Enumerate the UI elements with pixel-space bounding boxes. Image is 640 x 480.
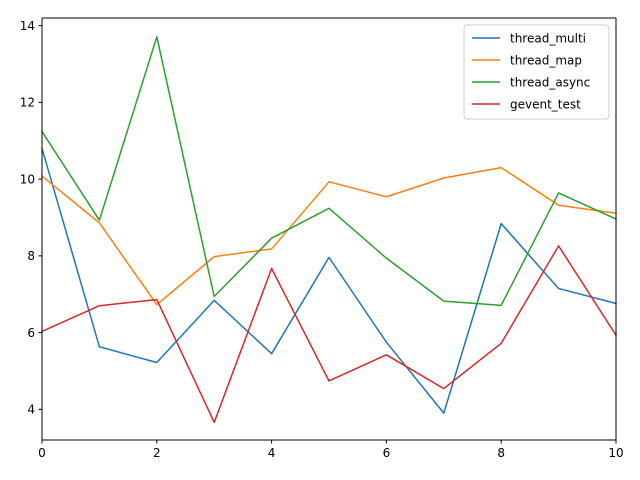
y-tick-label: 6 bbox=[27, 326, 35, 340]
x-tick-label: 0 bbox=[38, 446, 46, 460]
series-line-thread-map bbox=[40, 166, 617, 306]
y-tick-label: 14 bbox=[20, 19, 35, 33]
y-tick-label: 8 bbox=[27, 249, 35, 263]
x-tick-label: 4 bbox=[268, 446, 276, 460]
series-line-thread-async bbox=[40, 36, 617, 307]
series-layer bbox=[40, 36, 618, 424]
legend-label: thread_async bbox=[510, 75, 590, 89]
x-tick-label: 6 bbox=[383, 446, 391, 460]
legend-label: thread_map bbox=[510, 53, 582, 67]
series-line-thread-multi bbox=[41, 147, 617, 414]
y-tick-label: 4 bbox=[27, 403, 35, 417]
series-line-gevent-test bbox=[41, 245, 618, 424]
x-tick-label: 2 bbox=[153, 446, 161, 460]
y-axis: 4 6 8 10 12 14 bbox=[20, 19, 42, 417]
legend-label: thread_multi bbox=[510, 31, 586, 45]
x-tick-label: 8 bbox=[497, 446, 505, 460]
legend-label: gevent_test bbox=[510, 97, 581, 111]
legend: thread_multi thread_map thread_asyncgevent… bbox=[463, 24, 610, 120]
y-tick-label: 12 bbox=[20, 96, 35, 110]
axes-frame bbox=[41, 17, 617, 441]
legend-box bbox=[463, 24, 610, 120]
x-tick-label: 10 bbox=[608, 446, 623, 460]
x-axis: 0 2 4 6 8 10 bbox=[38, 440, 624, 460]
y-tick-label: 10 bbox=[20, 172, 35, 186]
